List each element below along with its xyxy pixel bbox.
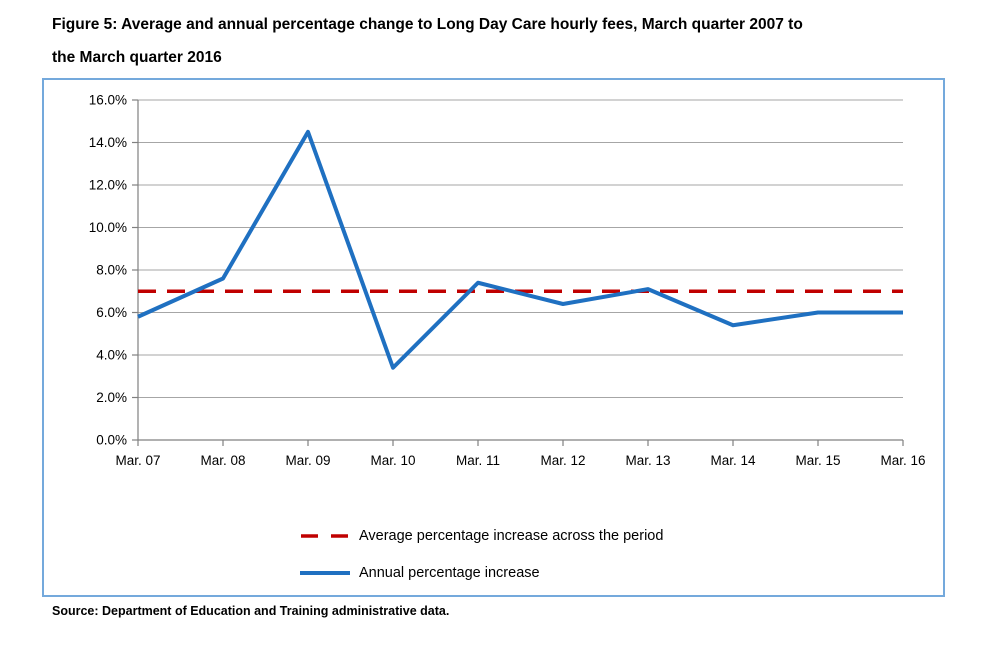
x-tick-label: Mar. 16: [880, 453, 925, 468]
x-tick-label: Mar. 14: [710, 453, 756, 468]
y-tick-label: 6.0%: [96, 305, 127, 320]
source-note: Source: Department of Education and Trai…: [52, 604, 450, 618]
x-tick-label: Mar. 07: [115, 453, 160, 468]
x-tick-label: Mar. 13: [625, 453, 670, 468]
x-tick-label: Mar. 12: [540, 453, 585, 468]
y-tick-label: 8.0%: [96, 263, 127, 278]
y-tick-label: 16.0%: [89, 93, 127, 108]
annual-solid-line-sample: [300, 571, 350, 575]
chart-container: 0.0% 2.0% 4.0% 6.0% 8.0% 10.0% 12.0% 14.0% 16.0%…: [42, 78, 945, 597]
chart-legend: Average percentage increase across the p…: [300, 526, 663, 583]
y-tick-label: 2.0%: [96, 390, 127, 405]
legend-item-average: Average percentage increase across the p…: [300, 526, 663, 546]
x-tick-label: Mar. 08: [200, 453, 245, 468]
legend-label-average: Average percentage increase across the p…: [359, 528, 664, 544]
figure-title-line-1: Figure 5: Average and annual percentage …: [52, 16, 803, 33]
figure-title-line-2: the March quarter 2016: [52, 49, 222, 66]
x-tick-label: Mar. 10: [370, 453, 415, 468]
chart-plot: 0.0% 2.0% 4.0% 6.0% 8.0% 10.0% 12.0% 14.0% 16.0%…: [89, 93, 926, 469]
average-dashed-line-sample: [301, 534, 348, 538]
annual-line: [137, 129, 903, 370]
figure-title: Figure 5: Average and annual percentage …: [52, 8, 982, 74]
legend-item-annual: Annual percentage increase: [300, 563, 663, 583]
y-tick-label: 12.0%: [89, 178, 127, 193]
x-tick-label: Mar. 11: [456, 453, 500, 468]
y-tick-label: 10.0%: [89, 220, 127, 235]
legend-label-annual: Annual percentage increase: [359, 565, 540, 581]
y-tick-label: 0.0%: [96, 433, 127, 448]
y-tick-label: 14.0%: [89, 135, 127, 150]
x-tick-label: Mar. 09: [285, 453, 330, 468]
x-tick-label: Mar. 15: [795, 453, 840, 468]
y-tick-label: 4.0%: [96, 348, 127, 363]
